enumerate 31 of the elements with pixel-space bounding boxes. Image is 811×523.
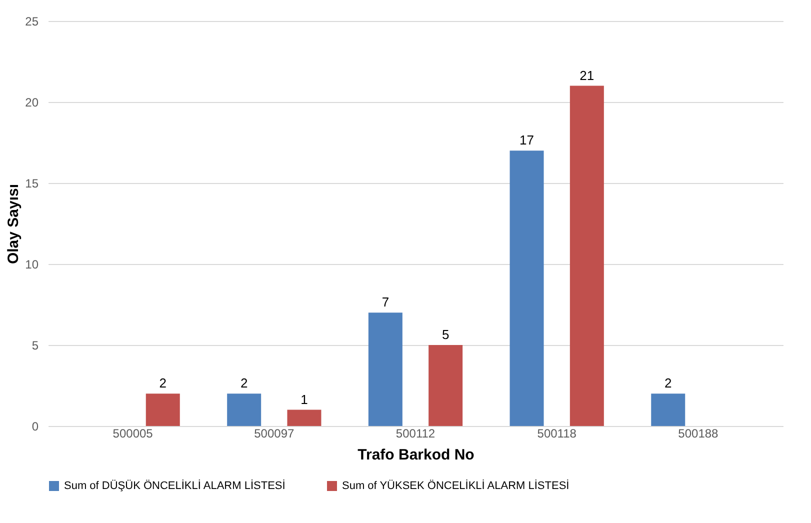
bar (428, 345, 463, 426)
y-axis-title: Olay Sayısı (5, 184, 22, 264)
data-label: 7 (382, 294, 390, 310)
bar (227, 394, 262, 426)
data-label: 2 (664, 376, 672, 391)
x-tick-label: 500112 (396, 426, 436, 440)
data-label: 21 (580, 68, 594, 83)
x-tick-label: 500188 (678, 426, 719, 440)
bar (510, 150, 544, 426)
data-label: 2 (159, 376, 166, 391)
legend-label: Sum of DÜŞÜK ÖNCELİKLİ ALARM LİSTESİ (64, 479, 286, 492)
bar (287, 410, 322, 426)
bar (368, 312, 402, 426)
x-tick-label: 500118 (537, 426, 577, 440)
y-tick-label: 20 (25, 96, 39, 110)
y-tick-label: 5 (32, 338, 39, 352)
y-tick-label: 25 (25, 14, 39, 28)
x-tick-label: 500097 (254, 426, 294, 440)
data-label: 2 (240, 376, 248, 391)
bar (570, 86, 604, 426)
y-tick-label: 10 (25, 258, 39, 272)
x-axis-title: Trafo Barkod No (358, 446, 474, 464)
bar (651, 394, 686, 426)
legend-label: Sum of YÜKSEK ÖNCELİKLİ ALARM LİSTESİ (342, 479, 570, 492)
bar (146, 394, 180, 426)
y-tick-label: 0 (32, 420, 39, 434)
x-tick-label: 500005 (112, 426, 154, 440)
y-tick-label: 15 (25, 176, 39, 190)
data-label: 5 (442, 327, 450, 342)
data-label: 17 (520, 132, 534, 148)
data-label: 1 (300, 392, 308, 407)
